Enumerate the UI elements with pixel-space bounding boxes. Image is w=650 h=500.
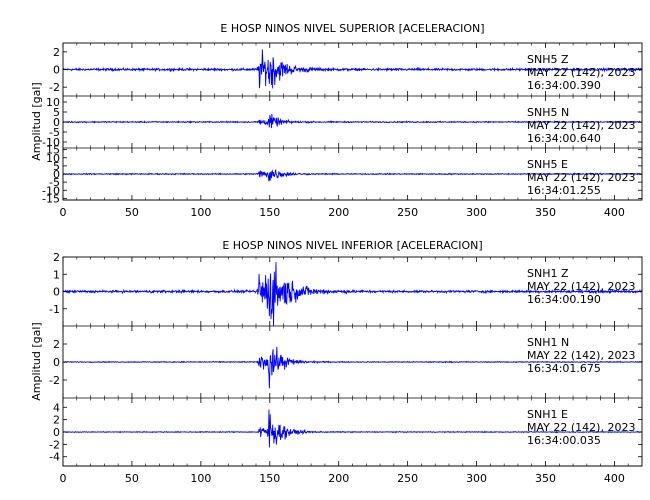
y-tick-label: 0: [53, 356, 60, 369]
x-tick-label: 150: [259, 472, 280, 485]
y-tick-label: 5: [53, 160, 60, 173]
y-tick-label: 10: [46, 152, 60, 165]
y-tick-label: -5: [49, 176, 60, 189]
y-tick-label: 10: [46, 96, 60, 109]
x-tick-label: 300: [466, 472, 487, 485]
waveform-line: [62, 169, 642, 182]
time-label: 16:34:00.035: [527, 434, 601, 447]
y-tick-label: 15: [46, 144, 60, 157]
x-tick-label: 400: [604, 472, 625, 485]
y-tick-label: -4: [49, 451, 60, 464]
station-label: SNH5 N: [527, 106, 569, 119]
y-tick-label: -5: [49, 126, 60, 139]
x-tick-label: 100: [190, 472, 211, 485]
time-label: 16:34:00.640: [527, 132, 601, 145]
date-label: MAY 22 (142), 2023: [527, 66, 635, 79]
y-tick-label: 0: [53, 64, 60, 77]
y-tick-label: 2: [53, 251, 60, 264]
y-tick-label: 4: [53, 401, 60, 414]
waveform-line: [62, 346, 643, 389]
y-tick-label: 2: [53, 414, 60, 427]
x-tick-label: 50: [125, 206, 139, 219]
x-tick-label: 150: [259, 206, 280, 219]
date-label: MAY 22 (142), 2023: [527, 119, 635, 132]
x-tick-label: 0: [60, 472, 67, 485]
x-tick-label: 350: [535, 472, 556, 485]
station-label: SNH5 E: [527, 158, 568, 171]
station-label: SNH1 N: [527, 336, 569, 349]
y-tick-label: 0: [53, 168, 60, 181]
waveform-line: [62, 262, 643, 327]
chart-title: E HOSP NINOS NIVEL INFERIOR [ACELERACION…: [222, 239, 482, 252]
y-axis-label: Amplitud [gal]: [30, 82, 43, 160]
chart-title: E HOSP NINOS NIVEL SUPERIOR [ACELERACION…: [220, 22, 484, 35]
x-tick-label: 200: [328, 472, 349, 485]
panel-superior: E HOSP NINOS NIVEL SUPERIOR [ACELERACION…: [30, 22, 643, 219]
x-tick-label: 50: [125, 472, 139, 485]
y-tick-label: 0: [53, 286, 60, 299]
y-tick-label: 0: [53, 116, 60, 129]
date-label: MAY 22 (142), 2023: [527, 171, 635, 184]
x-tick-label: 350: [535, 206, 556, 219]
panel-inferior: E HOSP NINOS NIVEL INFERIOR [ACELERACION…: [30, 239, 643, 485]
x-tick-label: 100: [190, 206, 211, 219]
time-label: 16:34:00.190: [527, 293, 601, 306]
station-label: SNH1 E: [527, 408, 568, 421]
x-tick-label: 250: [397, 472, 418, 485]
y-tick-label: 2: [53, 46, 60, 59]
time-label: 16:34:01.255: [527, 184, 601, 197]
time-label: 16:34:01.675: [527, 362, 601, 375]
waveform-line: [62, 113, 643, 129]
x-tick-label: 200: [328, 206, 349, 219]
y-tick-label: -10: [42, 184, 60, 197]
y-tick-label: 1: [53, 268, 60, 281]
x-tick-label: 0: [60, 206, 67, 219]
y-tick-label: -2: [49, 438, 60, 451]
time-label: 16:34:00.390: [527, 79, 601, 92]
station-label: SNH5 Z: [527, 53, 569, 66]
y-tick-label: -2: [49, 374, 60, 387]
date-label: MAY 22 (142), 2023: [527, 421, 635, 434]
x-tick-label: 400: [604, 206, 625, 219]
y-tick-label: 5: [53, 106, 60, 119]
waveform-line: [62, 409, 643, 448]
y-axis-label: Amplitud [gal]: [30, 322, 43, 400]
waveform-line: [62, 49, 643, 89]
x-tick-label: 250: [397, 206, 418, 219]
x-tick-label: 300: [466, 206, 487, 219]
date-label: MAY 22 (142), 2023: [527, 280, 635, 293]
y-tick-label: -10: [42, 136, 60, 149]
station-label: SNH1 Z: [527, 267, 569, 280]
y-tick-label: -1: [49, 303, 60, 316]
y-tick-label: 2: [53, 338, 60, 351]
date-label: MAY 22 (142), 2023: [527, 349, 635, 362]
y-tick-label: -15: [42, 192, 60, 205]
y-tick-label: 0: [53, 426, 60, 439]
y-tick-label: -2: [49, 81, 60, 94]
